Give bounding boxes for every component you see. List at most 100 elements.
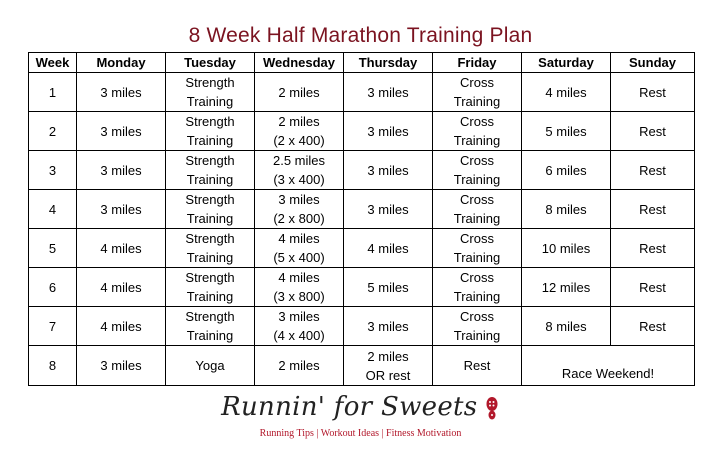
thursday-cell: 3 miles [343, 72, 433, 112]
thursday-line: OR rest [365, 367, 411, 383]
thursday-cell: 2 miles OR rest [343, 345, 433, 386]
sunday-cell: Rest [610, 72, 695, 112]
friday-line: Cross [460, 192, 494, 207]
friday-line: Cross [460, 231, 494, 246]
tuesday-cell: Strength Training [165, 72, 255, 112]
friday-line: Cross [460, 270, 494, 285]
wednesday-line: 4 miles [278, 270, 320, 285]
tuesday-line: Strength [185, 309, 235, 324]
week-cell: 4 [28, 189, 77, 229]
wednesday-line: 2.5 miles [272, 153, 326, 168]
sunday-cell: Rest [610, 150, 695, 190]
tuesday-line: Training [186, 211, 234, 226]
thursday-cell: 4 miles [343, 228, 433, 268]
table-row-week-2: 2 3 miles Strength Training 2 miles (2 x 400)… [28, 111, 695, 151]
header-sunday: Sunday [610, 52, 695, 73]
wednesday-cell: 2 miles [254, 72, 344, 112]
monday-cell: 3 miles [76, 150, 166, 190]
week-cell: 5 [28, 228, 77, 268]
header-thursday: Thursday [343, 52, 433, 73]
wednesday-cell: 2.5 miles (3 x 400) [254, 150, 344, 190]
wednesday-line: 3 miles [278, 192, 320, 207]
wednesday-line: 3 miles [278, 309, 320, 324]
week-cell: 7 [28, 306, 77, 346]
friday-cell: Cross Training [432, 72, 522, 112]
tuesday-line: Strength [185, 75, 235, 90]
sunday-cell: Rest [610, 189, 695, 229]
wednesday-line: (4 x 400) [273, 328, 325, 343]
thursday-cell: 5 miles [343, 267, 433, 307]
friday-line: Cross [460, 153, 494, 168]
tuesday-line: Strength [185, 114, 235, 129]
wednesday-line: (5 x 400) [273, 250, 325, 265]
tuesday-cell: Strength Training [165, 306, 255, 346]
wednesday-cell: 3 miles (2 x 800) [254, 189, 344, 229]
saturday-cell: 10 miles [521, 228, 611, 268]
week-cell: 2 [28, 111, 77, 151]
tuesday-cell: Strength Training [165, 228, 255, 268]
week-cell: 8 [28, 345, 77, 386]
tuesday-line: Training [186, 289, 234, 304]
saturday-cell: 5 miles [521, 111, 611, 151]
tuesday-cell: Strength Training [165, 267, 255, 307]
saturday-cell: 12 miles [521, 267, 611, 307]
wednesday-line: (3 x 800) [273, 289, 325, 304]
tuesday-line: Strength [185, 153, 235, 168]
thursday-line: 3 miles [367, 162, 409, 178]
monday-cell: 3 miles [76, 189, 166, 229]
thursday-line: 3 miles [367, 318, 409, 334]
thursday-line: 3 miles [367, 123, 409, 139]
header-saturday: Saturday [521, 52, 611, 73]
tuesday-line: Strength [185, 270, 235, 285]
saturday-cell: 4 miles [521, 72, 611, 112]
tuesday-line: Training [186, 94, 234, 109]
thursday-line: 2 miles [367, 348, 409, 364]
wednesday-line: 4 miles [278, 231, 320, 246]
friday-cell: Rest [432, 345, 522, 386]
wednesday-cell: 2 miles (2 x 400) [254, 111, 344, 151]
wednesday-line: (2 x 400) [273, 133, 325, 148]
tuesday-cell: Strength Training [165, 111, 255, 151]
saturday-cell: 6 miles [521, 150, 611, 190]
thursday-cell: 3 miles [343, 111, 433, 151]
wednesday-line: (2 x 800) [273, 211, 325, 226]
page-title: 8 Week Half Marathon Training Plan [188, 24, 533, 47]
friday-line: Training [453, 211, 501, 226]
monday-cell: 3 miles [76, 72, 166, 112]
week-cell: 6 [28, 267, 77, 307]
sunday-cell: Rest [610, 267, 695, 307]
friday-line: Cross [460, 75, 494, 90]
friday-cell: Cross Training [432, 228, 522, 268]
tuesday-line: Training [186, 328, 234, 343]
header-friday: Friday [432, 52, 522, 73]
wednesday-cell: 2 miles [254, 345, 344, 386]
wednesday-line: (3 x 400) [273, 172, 325, 187]
tuesday-line: Strength [185, 231, 235, 246]
tuesday-cell: Strength Training [165, 189, 255, 229]
wednesday-line: 2 miles [278, 114, 320, 129]
friday-line: Training [453, 328, 501, 343]
friday-line: Training [453, 289, 501, 304]
friday-line: Cross [460, 309, 494, 324]
tuesday-cell: Yoga [165, 345, 255, 386]
brand-name: Runnin' for Sweets [221, 392, 478, 422]
table-row-week-8: 8 3 miles Yoga 2 miles 2 miles OR rest R… [28, 345, 695, 386]
header-week: Week [28, 52, 77, 73]
thursday-cell: 3 miles [343, 306, 433, 346]
table-header-row: Week Monday Tuesday Wednesday Thursday F… [28, 52, 695, 73]
race-weekend-cell: Race Weekend! [521, 345, 695, 386]
saturday-cell: 8 miles [521, 306, 611, 346]
tuesday-line: Strength [185, 192, 235, 207]
header-monday: Monday [76, 52, 166, 73]
tuesday-line: Training [186, 133, 234, 148]
friday-line: Training [453, 172, 501, 187]
header-tuesday: Tuesday [165, 52, 255, 73]
monday-cell: 4 miles [76, 306, 166, 346]
brand-tagline: Running Tips | Workout Ideas | Fitness M… [259, 428, 462, 440]
thursday-line: 3 miles [367, 84, 409, 100]
